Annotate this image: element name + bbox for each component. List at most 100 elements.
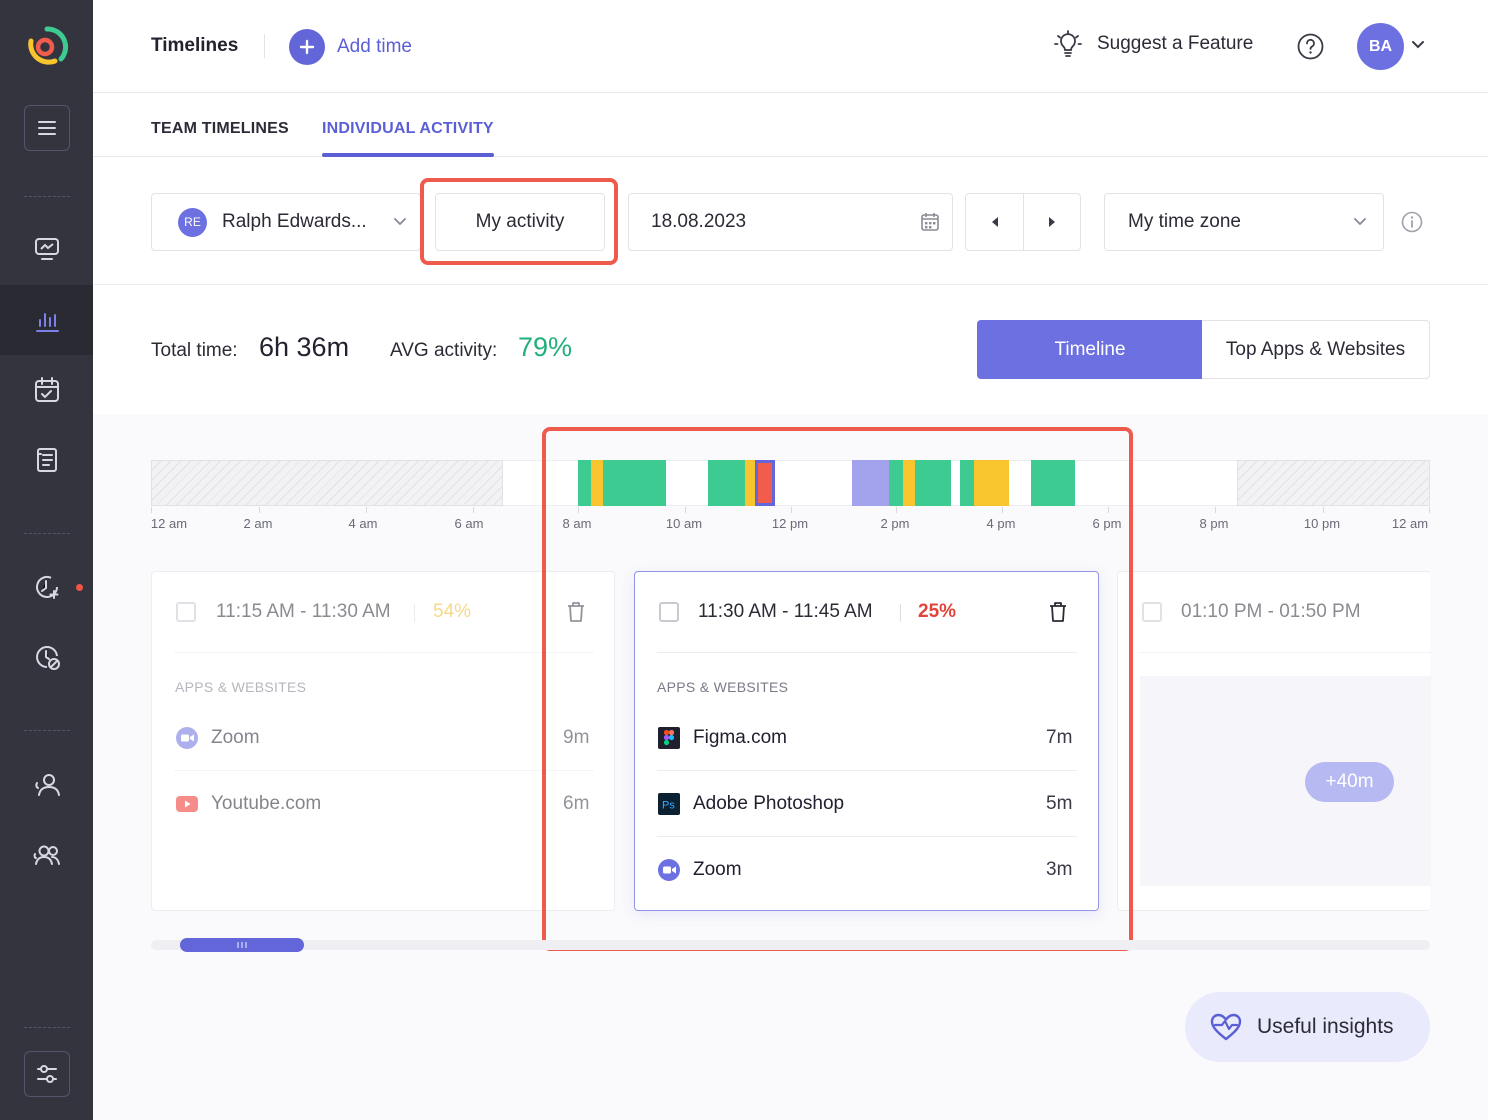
app-logo[interactable]: [0, 12, 93, 82]
previous-day-button[interactable]: [965, 193, 1024, 251]
card-divider: [900, 604, 901, 622]
more-screenshots-badge[interactable]: +40m: [1305, 762, 1394, 802]
sidebar-settings[interactable]: [0, 1039, 93, 1109]
sidebar-item-dashboard[interactable]: [0, 214, 93, 284]
lightbulb-icon: [1054, 30, 1082, 57]
timeline-segment-manual[interactable]: [852, 460, 889, 506]
card-activity-percent: 25%: [918, 601, 957, 622]
timeline-segment[interactable]: [960, 460, 974, 506]
useful-insights-button[interactable]: Useful insights: [1185, 992, 1430, 1062]
suggest-feature-label: Suggest a Feature: [1097, 33, 1254, 54]
tick-mark: [151, 507, 152, 513]
sliders-icon: [23, 1051, 70, 1097]
active-tab-indicator: [322, 153, 494, 157]
tick-label: 2 am: [243, 516, 273, 531]
timeline-segment[interactable]: [708, 460, 745, 506]
sidebar-item-reports[interactable]: [0, 425, 93, 495]
info-icon[interactable]: [1401, 211, 1423, 233]
app-name: Zoom: [693, 859, 742, 880]
trash-icon[interactable]: [566, 601, 586, 623]
users-icon: [33, 845, 60, 865]
total-time-value: 6h 36m: [259, 332, 350, 362]
monitor-icon: [34, 238, 59, 260]
card-checkbox[interactable]: [176, 602, 196, 622]
sidebar-item-time-requests[interactable]: [0, 552, 93, 622]
suggest-feature-button[interactable]: Suggest a Feature: [1053, 29, 1253, 59]
chevron-down-icon: [1354, 218, 1366, 226]
card-checkbox[interactable]: [1142, 602, 1162, 622]
timeline-segment[interactable]: [974, 460, 1009, 506]
sidebar-item-teams[interactable]: [0, 820, 93, 890]
trash-icon[interactable]: [1048, 601, 1068, 623]
tick-mark: [1215, 507, 1216, 513]
top-header: Timelines Add time Suggest a Feature BA: [93, 0, 1488, 93]
avg-activity-value: 79%: [518, 332, 573, 362]
plus-icon: [289, 29, 325, 65]
highlight-box: [420, 178, 618, 265]
timeline-segment[interactable]: [745, 460, 755, 506]
tick-label: 6 am: [454, 516, 484, 531]
user-select-value: Ralph Edwards...: [222, 211, 367, 232]
cards-scrollbar-thumb[interactable]: [180, 938, 304, 952]
highlight-box: [542, 427, 1133, 951]
timeline-segment[interactable]: [603, 460, 666, 506]
tab-individual-activity[interactable]: INDIVIDUAL ACTIVITY: [322, 120, 494, 137]
app-duration: 3m: [1046, 859, 1073, 880]
sidebar-item-timelines[interactable]: [0, 285, 93, 355]
timeline-segment-selected[interactable]: [755, 460, 775, 506]
add-time-button[interactable]: Add time: [289, 29, 412, 65]
tick-mark: [685, 507, 686, 513]
sidebar-item-people[interactable]: [0, 750, 93, 820]
activity-card: 11:15 AM - 11:30 AM 54% APPS & WEBSITES …: [151, 571, 615, 911]
app-name: Youtube.com: [211, 793, 322, 814]
sidebar-item-time-off[interactable]: [0, 622, 93, 692]
tick-label: 10 am: [665, 516, 703, 531]
app-name: Figma.com: [693, 727, 787, 748]
heart-insights-icon: [1210, 1013, 1242, 1041]
grip-icon: [237, 942, 247, 948]
tick-mark: [259, 507, 260, 513]
date-picker[interactable]: 18.08.2023: [628, 193, 953, 251]
row-divider: [174, 770, 594, 771]
app-row: Ps Adobe Photoshop: [657, 792, 844, 816]
tab-team-timelines[interactable]: TEAM TIMELINES: [151, 120, 289, 137]
sidebar-divider: [24, 730, 70, 731]
card-time-range: 11:15 AM - 11:30 AM: [216, 601, 391, 622]
user-avatar[interactable]: BA: [1357, 23, 1404, 70]
sidebar: [0, 0, 93, 1120]
add-time-label: Add time: [337, 36, 412, 57]
my-activity-button[interactable]: My activity: [435, 193, 605, 251]
view-timeline-button[interactable]: Timeline: [977, 320, 1203, 379]
tick-label: 2 pm: [880, 516, 910, 531]
app-row: Zoom: [657, 858, 742, 882]
help-icon[interactable]: [1297, 33, 1324, 60]
cards-scrollbar-track[interactable]: [151, 940, 1430, 950]
app-duration: 9m: [563, 727, 590, 748]
app-name: Zoom: [211, 727, 260, 748]
chevron-down-icon[interactable]: [1411, 40, 1425, 50]
bar-chart-icon: [35, 313, 59, 332]
timeline-segment[interactable]: [915, 460, 951, 506]
timeline-segment[interactable]: [889, 460, 903, 506]
menu-toggle[interactable]: [0, 93, 93, 163]
timeline-segment[interactable]: [1031, 460, 1075, 506]
card-divider: [174, 652, 594, 653]
card-checkbox[interactable]: [659, 602, 679, 622]
header-divider: [264, 34, 265, 58]
card-content: 01:10 PM - 01:50 PM +40m: [1118, 572, 1431, 910]
view-top-apps-button[interactable]: Top Apps & Websites: [1202, 320, 1430, 379]
logo-icon: [27, 26, 68, 65]
tick-mark: [1108, 507, 1109, 513]
next-day-button[interactable]: [1023, 193, 1081, 251]
timeline-segment[interactable]: [578, 460, 591, 506]
date-value: 18.08.2023: [651, 211, 747, 232]
sidebar-divider: [24, 533, 70, 534]
activity-card-selected: 11:30 AM - 11:45 AM 25% APPS & WEBSITES …: [634, 571, 1099, 911]
user-select[interactable]: RE Ralph Edwards...: [151, 193, 421, 251]
sidebar-item-calendar[interactable]: [0, 355, 93, 425]
total-time-label: Total time:: [151, 340, 238, 361]
card-time-range: 11:30 AM - 11:45 AM: [698, 601, 873, 622]
timeline-segment[interactable]: [591, 460, 603, 506]
timeline-segment[interactable]: [903, 460, 915, 506]
timezone-select[interactable]: My time zone: [1104, 193, 1384, 251]
